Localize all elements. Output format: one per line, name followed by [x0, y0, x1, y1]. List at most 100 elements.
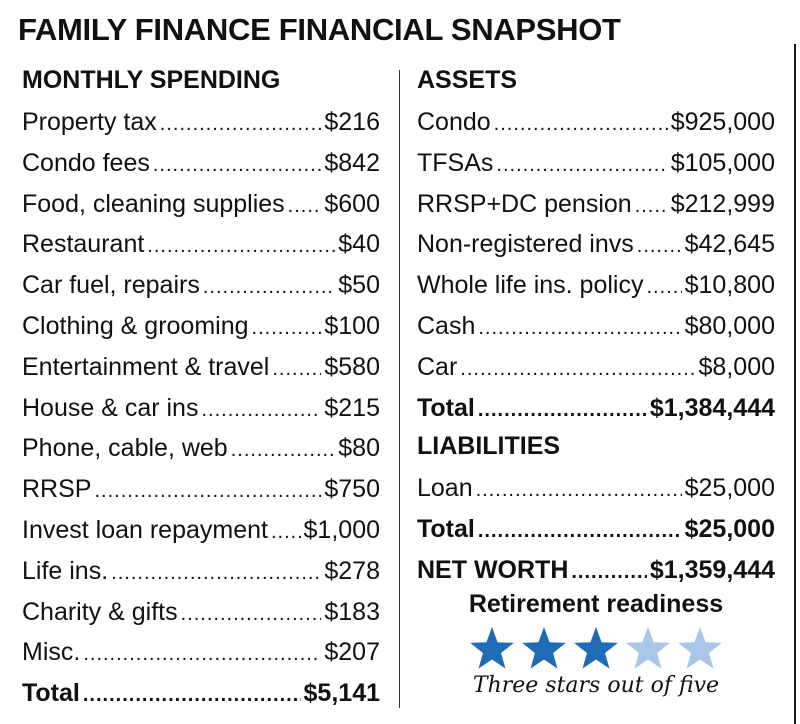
- spending-row: Entertainment & travel $580: [22, 347, 380, 388]
- asset-value: $10,800: [684, 271, 775, 300]
- leader-dots: [252, 308, 322, 348]
- asset-label: Whole life ins. policy: [417, 271, 644, 300]
- liabilities-total-label: Total: [417, 515, 475, 544]
- spending-row: House & car ins $215: [22, 388, 380, 429]
- spending-row: Misc. $207: [22, 632, 380, 673]
- spending-row: Clothing & grooming $100: [22, 306, 380, 347]
- leader-dots: [231, 430, 336, 470]
- spending-heading: MONTHLY SPENDING: [22, 66, 281, 94]
- star-filled-icon: [574, 627, 618, 669]
- spending-total-row: Total $5,141: [22, 673, 380, 714]
- spending-row: Property tax $216: [22, 102, 380, 143]
- liability-value: $25,000: [684, 474, 775, 503]
- spending-list: Property tax $216 Condo fees $842 Food, clea…: [22, 102, 380, 673]
- liability-label: Loan: [417, 474, 473, 503]
- spending-value: $183: [324, 597, 380, 626]
- spending-value: $580: [324, 352, 380, 381]
- spending-label: Misc.: [22, 638, 81, 667]
- spending-label: Condo fees: [22, 148, 150, 177]
- spending-value: $80: [338, 434, 380, 463]
- leader-dots: [496, 145, 667, 185]
- column-divider: [399, 70, 400, 708]
- spending-label: House & car ins: [22, 393, 199, 422]
- assets-list: Condo $925,000 TFSAs $105,000 RRSP+DC pensio…: [417, 102, 775, 388]
- liabilities-heading: LIABILITIES: [417, 432, 561, 461]
- asset-row: Whole life ins. policy $10,800: [417, 265, 775, 306]
- retirement-title: Retirement readiness: [468, 590, 724, 618]
- leader-dots: [494, 104, 668, 144]
- page-title: FAMILY FINANCE FINANCIAL SNAPSHOT: [18, 12, 621, 47]
- leader-dots: [83, 675, 301, 715]
- leader-dots: [571, 552, 647, 592]
- page-edge-rule: [794, 44, 796, 724]
- spending-label: Life ins.: [22, 556, 109, 585]
- spending-value: $750: [324, 475, 380, 504]
- asset-label: Condo: [417, 108, 491, 136]
- spending-value: $842: [324, 148, 380, 177]
- asset-row: RRSP+DC pension $212,999: [417, 184, 775, 225]
- asset-label: Cash: [417, 311, 476, 340]
- asset-row: Condo $925,000: [417, 102, 775, 143]
- spending-value: $215: [324, 393, 380, 422]
- leader-dots: [476, 470, 682, 510]
- leader-dots: [271, 512, 301, 552]
- spending-value: $1,000: [303, 515, 380, 544]
- retirement-readiness: Retirement readiness Three stars out of …: [417, 590, 775, 698]
- spending-total-label: Total: [22, 679, 80, 708]
- net-worth-row: NET WORTH $1,359,444: [417, 550, 775, 591]
- leader-dots: [111, 553, 321, 593]
- assets-total-row: Total $1,384,444: [417, 388, 775, 429]
- liabilities-total-row: Total $25,000: [417, 509, 775, 550]
- leader-dots: [83, 634, 321, 674]
- spending-value: $50: [338, 271, 380, 300]
- leader-dots: [478, 511, 682, 551]
- asset-value: $8,000: [698, 352, 775, 381]
- spending-row: Phone, cable, web $80: [22, 428, 380, 469]
- asset-label: Car: [417, 352, 458, 381]
- spending-label: Phone, cable, web: [22, 434, 228, 463]
- leader-dots: [201, 390, 321, 430]
- spending-row: RRSP $750: [22, 469, 380, 510]
- asset-value: $42,645: [684, 230, 775, 259]
- spending-row: Car fuel, repairs $50: [22, 265, 380, 306]
- liabilities-total-value: $25,000: [684, 515, 775, 544]
- spending-value: $207: [324, 638, 380, 667]
- asset-row: Car $8,000: [417, 347, 775, 388]
- leader-dots: [272, 349, 321, 389]
- spending-row: Restaurant $40: [22, 224, 380, 265]
- star-empty-icon: [626, 627, 670, 669]
- asset-value: $212,999: [670, 189, 775, 218]
- assets-heading: ASSETS: [417, 66, 518, 94]
- net-worth-value: $1,359,444: [649, 555, 775, 584]
- spending-label: Food, cleaning supplies: [22, 189, 285, 218]
- star-filled-icon: [522, 627, 566, 669]
- leader-dots: [478, 390, 647, 430]
- asset-label: TFSAs: [417, 148, 494, 177]
- asset-row: TFSAs $105,000: [417, 143, 775, 184]
- spending-label: Clothing & grooming: [22, 311, 249, 340]
- asset-value: $105,000: [670, 148, 775, 177]
- asset-label: RRSP+DC pension: [417, 189, 632, 218]
- retirement-caption: Three stars out of five: [472, 673, 720, 698]
- spending-row: Food, cleaning supplies $600: [22, 184, 380, 225]
- asset-value: $80,000: [684, 311, 775, 340]
- spending-value: $600: [324, 189, 380, 218]
- spending-label: RRSP: [22, 475, 92, 504]
- leader-dots: [460, 349, 695, 389]
- star-rating: [417, 625, 775, 671]
- spending-value: $216: [324, 108, 380, 136]
- spending-label: Charity & gifts: [22, 597, 178, 626]
- monthly-spending-section: MONTHLY SPENDING Property tax $216 Condo f…: [22, 62, 380, 714]
- leader-dots: [160, 104, 322, 144]
- assets-total-label: Total: [417, 393, 475, 422]
- leader-dots: [181, 594, 322, 634]
- asset-row: Non-registered invs $42,645: [417, 224, 775, 265]
- spending-value: $100: [324, 311, 380, 340]
- leader-dots: [147, 226, 335, 266]
- assets-total-value: $1,384,444: [649, 393, 775, 422]
- leader-dots: [94, 471, 321, 511]
- star-filled-icon: [470, 627, 514, 669]
- spending-label: Car fuel, repairs: [22, 271, 200, 300]
- spending-label: Invest loan repayment: [22, 515, 268, 544]
- leader-dots: [288, 186, 322, 226]
